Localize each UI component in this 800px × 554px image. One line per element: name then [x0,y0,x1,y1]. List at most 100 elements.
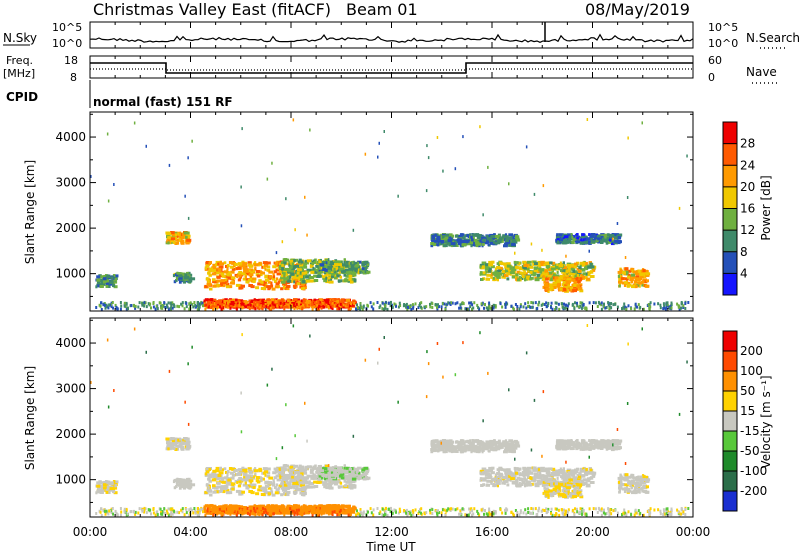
power-echo-11 [593,239,598,243]
power-echo-nearrange [677,304,680,308]
velocity-echo-3 [264,484,270,488]
velocity-echo-4 [282,486,286,490]
power-echo-8 [555,266,558,269]
velocity-echo-6 [244,511,249,515]
power-echo-7 [439,240,445,243]
power-echo-11 [617,241,621,245]
velocity-echo-0 [109,488,114,492]
power-colorbar-swatch [723,165,737,188]
power-echo-8 [522,266,527,270]
power-echo-8 [490,275,493,279]
power-echo-2 [178,280,182,284]
power-echo-3 [300,287,305,291]
power-echo-3 [260,287,266,290]
power-echo-nearrange [213,302,216,305]
power-echo-nearrange [134,306,137,310]
power-echo-3 [276,272,282,276]
power-echo-3 [262,271,265,275]
power-echo-nearrange [362,305,365,309]
velocity-echo-0 [114,484,117,488]
velocity-echo-3 [205,470,210,474]
power-echo-3 [258,261,262,265]
power-echo-8 [536,276,542,280]
power-echo-nearrange [662,307,665,311]
power-echo-8 [573,265,577,269]
power-echo-0 [96,278,101,282]
velocity-echo-5 [322,467,327,471]
power-echo-7 [493,233,496,237]
power-echo-nearrange [338,304,341,308]
power-echo-8 [567,267,571,270]
power-echo-11 [583,241,588,245]
power-echo-4 [282,261,287,265]
power-echo-8 [493,278,497,282]
velocity-echo-4 [322,482,327,486]
power-echo-4 [299,271,304,275]
power-echo-3 [248,271,254,275]
power-echo-4 [308,274,311,278]
power-echo-nearrange [585,306,588,310]
power-echo-4 [293,259,296,263]
power-echo-nearrange [185,302,188,305]
power-echo-nearrange [429,305,432,309]
power-echo-nearrange [360,305,363,309]
velocity-echo-4 [301,477,306,481]
power-echo-3 [230,276,236,280]
power-echo-3 [208,262,212,265]
velocity-echo-0 [106,491,111,494]
power-echo-9 [554,276,558,280]
power-echo-8 [513,260,517,264]
velocity-echo-1 [174,439,177,443]
velocity-echo-1 [172,446,176,450]
power-echo-10 [623,284,627,287]
power-echo-7 [515,236,519,240]
power-echo-nearrange [668,306,671,310]
power-echo-4 [290,272,295,276]
power-echo-nearrange [381,301,384,305]
velocity-echo-5 [361,468,366,472]
power-echo-nearrange [211,304,214,308]
power-echo-nearrange [263,304,265,308]
power-echo-nearrange [469,305,472,309]
power-echo-nearrange [303,305,306,309]
power-echo-8 [544,273,549,277]
power-echo-sparse [191,139,193,143]
power-echo-8 [527,277,531,281]
power-echo-8 [561,267,564,271]
power-echo-9 [579,287,583,291]
power-echo-11 [562,235,565,239]
power-echo-sparse [588,249,590,253]
velocity-echo-3 [206,489,212,493]
power-echo-7 [466,234,471,238]
power-echo-3 [282,285,286,289]
power-echo-7 [474,241,480,245]
power-echo-7 [477,235,481,239]
power-echo-5 [346,271,352,275]
power-echo-nearrange [238,305,241,309]
power-echo-8 [574,262,578,266]
power-echo-8 [516,261,519,265]
velocity-echo-2 [187,482,193,486]
power-echo-4 [339,275,343,279]
power-echo-8 [533,269,539,273]
velocity-echo-4 [300,472,304,476]
power-echo-6 [235,298,238,302]
power-echo-10 [645,273,650,277]
power-echo-9 [545,277,549,281]
power-echo-nearrange [541,302,544,306]
date-label: 08/May/2019 [585,0,690,19]
power-echo-3 [273,280,277,283]
power-echo-nearrange [472,306,475,310]
velocity-echo-5 [334,469,339,473]
power-echo-nearrange [531,305,534,309]
power-echo-7 [505,239,509,242]
freq-left-tick-top: 18 [64,54,78,67]
velocity-echo-3 [270,487,273,491]
power-echo-nearrange [176,304,179,308]
power-echo-4 [290,267,295,271]
velocity-echo-6 [236,505,241,508]
power-echo-nearrange [320,306,323,310]
power-echo-8 [526,275,530,279]
power-colorbar-tick-label: 4 [740,266,748,280]
power-echo-7 [508,233,513,237]
